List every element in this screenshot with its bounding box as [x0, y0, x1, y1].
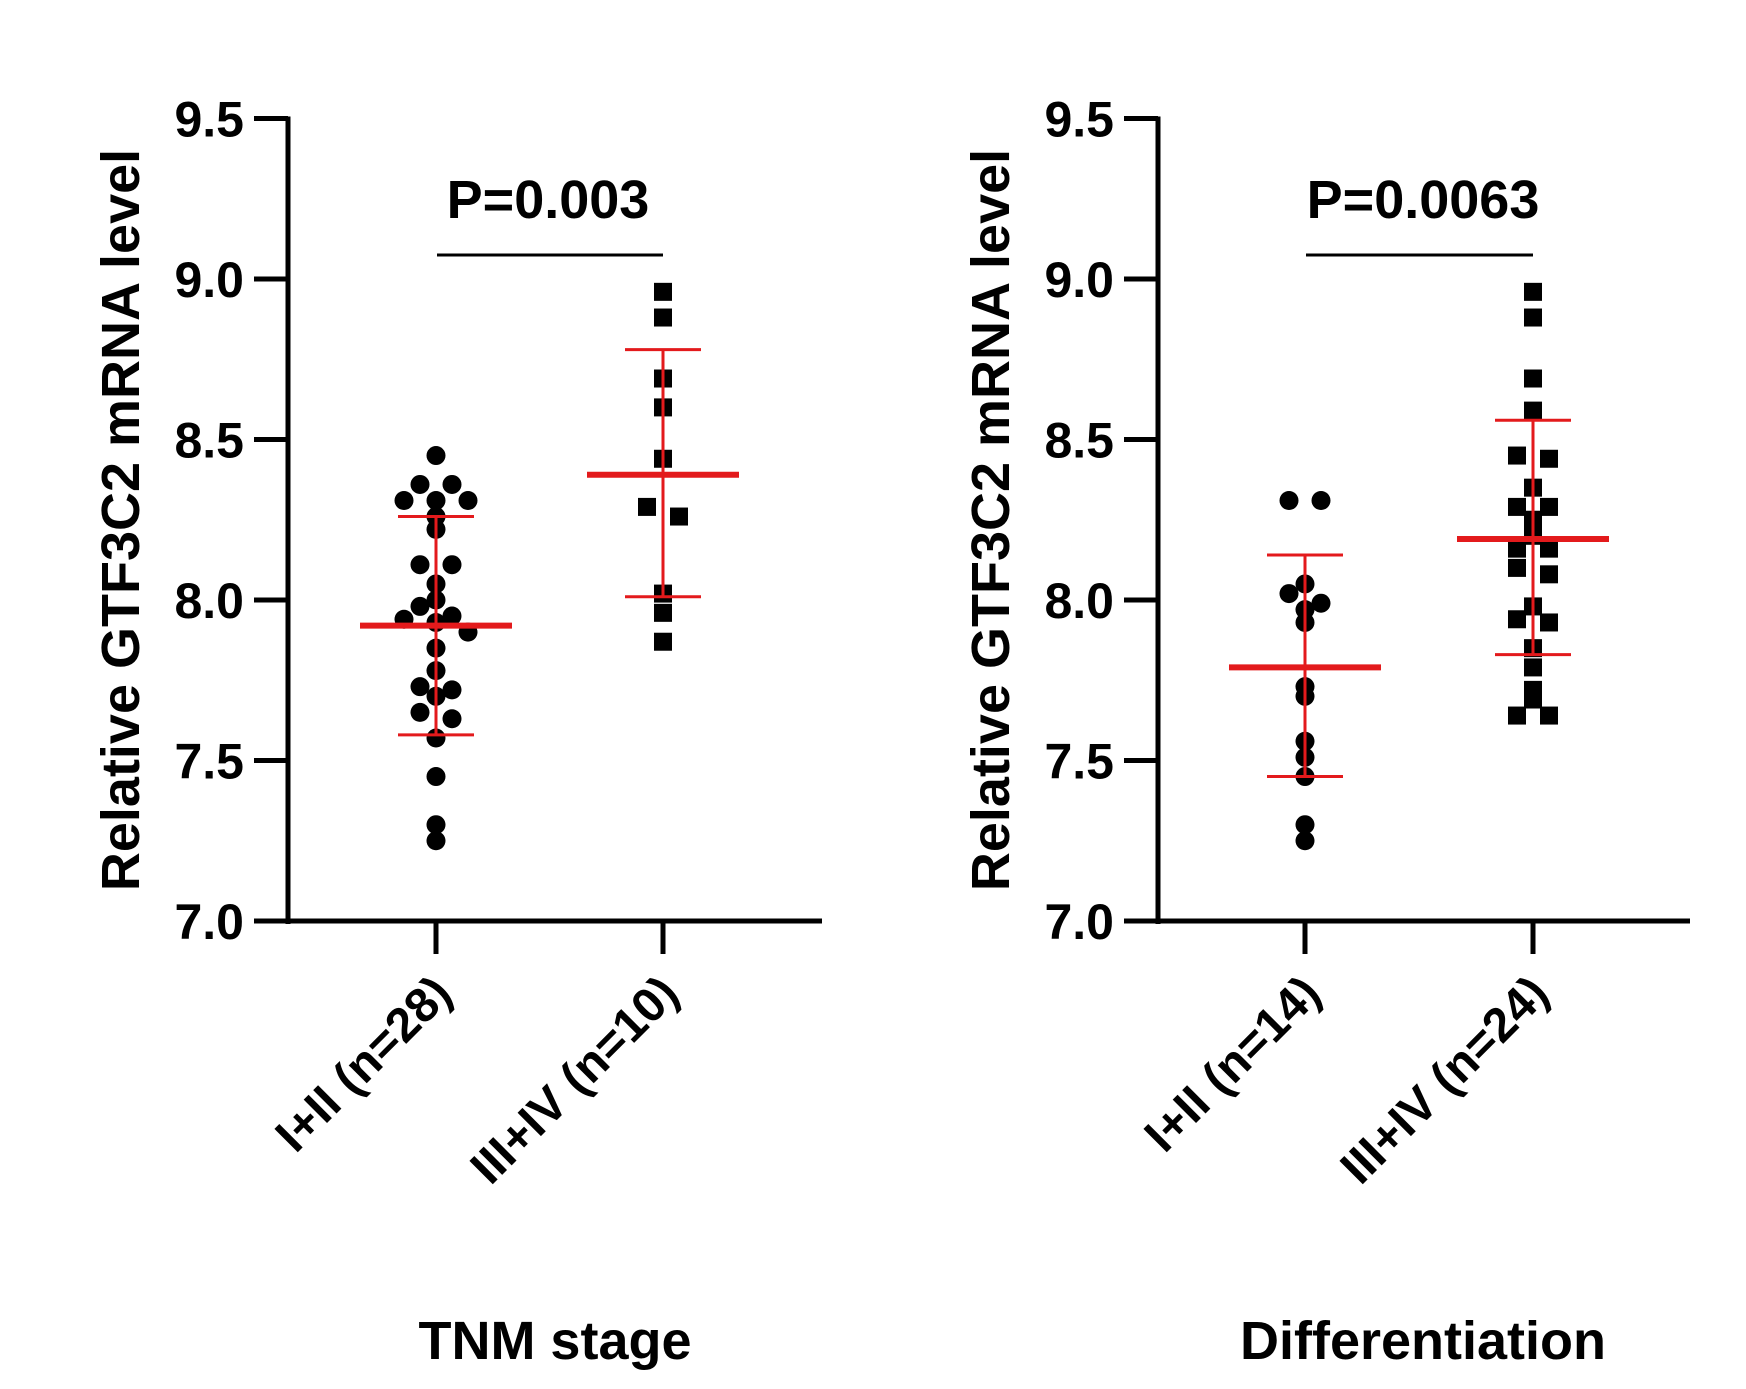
data-point: [1524, 369, 1542, 388]
data-point: [426, 728, 446, 748]
data-point: [442, 474, 462, 494]
data-point: [1508, 497, 1526, 516]
x-category-label: I+II (n=14): [1135, 966, 1331, 1162]
y-axis-title: Relative GTF3C2 mRNA level: [961, 149, 1021, 891]
data-point: [654, 282, 672, 301]
data-point: [410, 702, 430, 722]
differentiation-chart: 7.0 7.5 8.0 8.5 9.0 9.5 Relative GTF3C2 mRNA l…: [961, 92, 1690, 1371]
x-axis-title: Differentiation: [1240, 1311, 1606, 1371]
data-point: [1540, 706, 1558, 725]
y-tick-label: 8.0: [174, 573, 244, 629]
x-category-label: III+IV (n=24): [1331, 966, 1559, 1194]
data-point: [1311, 490, 1331, 510]
data-point: [1524, 308, 1542, 327]
data-point: [442, 555, 462, 575]
data-point: [410, 596, 430, 616]
data-point: [394, 490, 414, 510]
data-point: [426, 767, 446, 787]
data-point: [1540, 539, 1558, 558]
data-point: [442, 606, 462, 626]
y-axis-title: Relative GTF3C2 mRNA level: [91, 149, 151, 891]
y-tick-label: 9.0: [174, 252, 244, 308]
data-point: [654, 308, 672, 327]
data-point: [426, 815, 446, 835]
y-tick-label: 7.0: [1044, 894, 1114, 950]
y-tick-label: 9.5: [1044, 92, 1114, 148]
x-axis-title: TNM stage: [418, 1311, 691, 1371]
data-point: [410, 677, 430, 697]
data-point: [1540, 497, 1558, 516]
data-point: [1508, 706, 1526, 725]
p-value-annotation: P=0.003: [447, 170, 650, 230]
x-category-label: III+IV (n=10): [461, 966, 689, 1194]
data-point: [1279, 584, 1299, 604]
data-point: [654, 632, 672, 651]
data-point: [1508, 539, 1526, 558]
x-category-label: I+II (n=28): [266, 966, 462, 1162]
y-tick-label: 9.0: [1044, 252, 1114, 308]
data-point: [638, 497, 656, 516]
y-tick-label: 9.5: [174, 92, 244, 148]
data-point: [1279, 490, 1299, 510]
data-point: [1508, 610, 1526, 629]
data-point: [1508, 558, 1526, 577]
y-tick-label: 7.0: [174, 894, 244, 950]
tnm-stage-chart: 7.0 7.5 8.0 8.5 9.0 9.5 Relative GTF3C2 mRNA l…: [91, 92, 822, 1371]
data-point: [1524, 282, 1542, 301]
data-point: [654, 603, 672, 622]
y-tick-label: 7.5: [174, 734, 244, 790]
data-point: [1311, 593, 1331, 613]
data-point: [426, 490, 446, 510]
data-point: [1540, 565, 1558, 584]
data-point: [426, 831, 446, 851]
data-point: [442, 709, 462, 729]
data-point: [410, 474, 430, 494]
data-point: [1524, 690, 1542, 709]
data-point: [1508, 446, 1526, 465]
data-point: [1295, 815, 1315, 835]
data-point: [410, 555, 430, 575]
data-point: [1540, 449, 1558, 468]
data-point: [458, 490, 478, 510]
y-tick-label: 8.5: [174, 413, 244, 469]
data-point: [1524, 401, 1542, 420]
data-point: [442, 680, 462, 700]
data-point: [1524, 658, 1542, 677]
y-tick-label: 8.5: [1044, 413, 1114, 469]
p-value-annotation: P=0.0063: [1307, 170, 1540, 230]
y-tick-label: 8.0: [1044, 573, 1114, 629]
data-point: [1540, 613, 1558, 632]
data-point: [426, 446, 446, 466]
y-tick-label: 7.5: [1044, 734, 1114, 790]
data-point: [670, 507, 688, 526]
data-point: [1295, 831, 1315, 851]
